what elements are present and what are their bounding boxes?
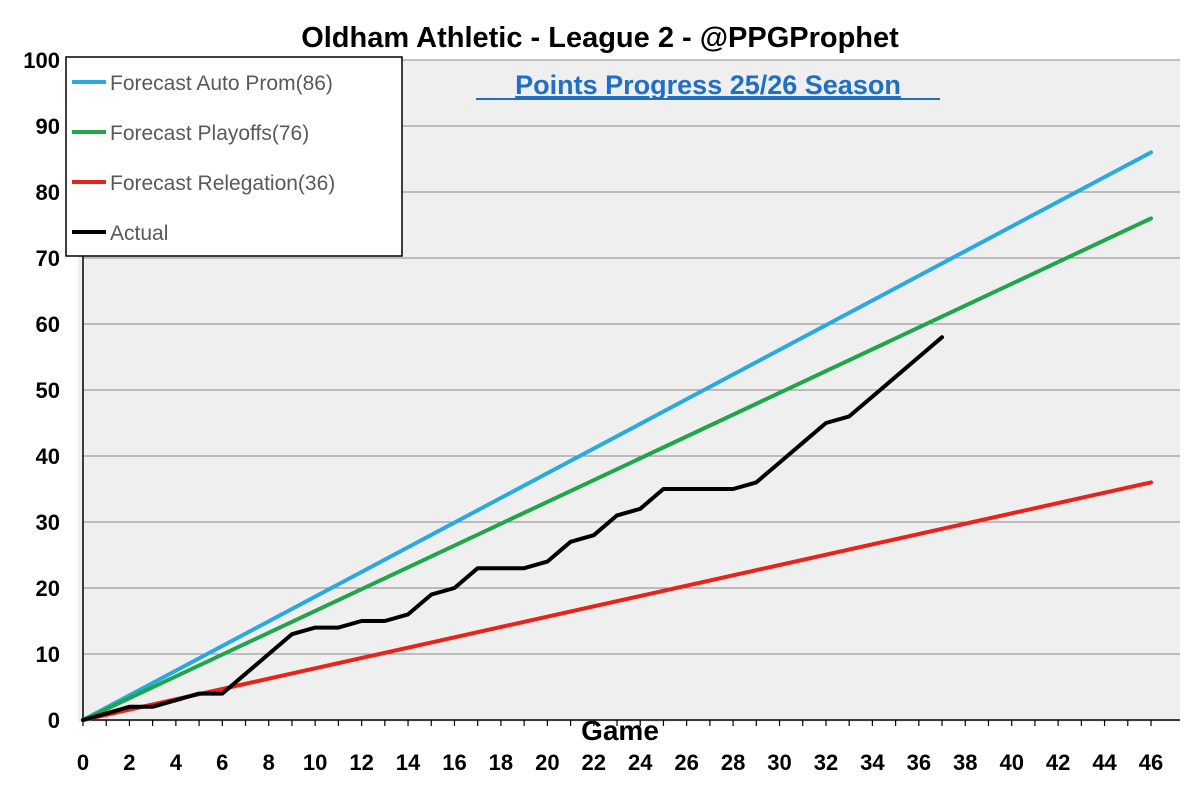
legend-box [65, 56, 403, 257]
x-tick-label: 42 [1046, 750, 1070, 775]
y-tick-label: 60 [36, 312, 60, 337]
y-tick-label: 10 [36, 642, 60, 667]
series-line-actual [81, 335, 945, 722]
y-tick-label: 50 [36, 378, 60, 403]
x-tick-label: 34 [860, 750, 885, 775]
x-tick-label: 4 [170, 750, 183, 775]
x-axis-label: Game [581, 715, 659, 746]
x-tick-label: 6 [216, 750, 228, 775]
series-line-relegation [81, 480, 1153, 722]
y-tick-label: 20 [36, 576, 60, 601]
x-tick-label: 28 [721, 750, 745, 775]
x-tick-label: 18 [489, 750, 513, 775]
x-tick-label: 10 [303, 750, 327, 775]
y-tick-label: 100 [23, 48, 60, 73]
x-tick-label: 24 [628, 750, 653, 775]
x-tick-label: 26 [674, 750, 698, 775]
x-tick-label: 20 [535, 750, 559, 775]
legend-label-auto-prom: Forecast Auto Prom(86) [110, 72, 333, 95]
legend-label-relegation: Forecast Relegation(36) [110, 172, 335, 195]
x-tick-label: 30 [767, 750, 791, 775]
legend: Forecast Auto Prom(86) Forecast Playoffs… [65, 56, 403, 257]
chart-title: Oldham Athletic - League 2 - @PPGProphet [301, 22, 899, 54]
x-tick-label: 36 [907, 750, 931, 775]
legend-label-playoffs: Forecast Playoffs(76) [110, 122, 309, 145]
y-tick-label: 80 [36, 180, 60, 205]
legend-label-actual: Actual [110, 222, 168, 245]
x-tick-label: 44 [1092, 750, 1117, 775]
y-tick-label: 70 [36, 246, 60, 271]
series-line-auto-prom [81, 150, 1153, 722]
x-tick-label: 22 [582, 750, 606, 775]
x-tick-label: 40 [999, 750, 1023, 775]
y-tick-label: 90 [36, 114, 60, 139]
x-tick-label: 2 [123, 750, 135, 775]
x-tick-label: 38 [953, 750, 977, 775]
chart-subtitle: Points Progress 25/26 Season [515, 70, 901, 100]
x-tick-label: 8 [263, 750, 275, 775]
x-tick-label: 16 [442, 750, 466, 775]
x-tick-label: 14 [396, 750, 421, 775]
series-line-playoffs [81, 216, 1153, 722]
y-tick-label: 40 [36, 444, 60, 469]
x-tick-label: 12 [349, 750, 373, 775]
x-tick-label: 32 [814, 750, 838, 775]
series-lines [81, 150, 1153, 722]
x-tick-label: 46 [1139, 750, 1163, 775]
y-tick-label: 0 [48, 708, 60, 733]
y-tick-label: 30 [36, 510, 60, 535]
x-tick-label: 0 [77, 750, 89, 775]
